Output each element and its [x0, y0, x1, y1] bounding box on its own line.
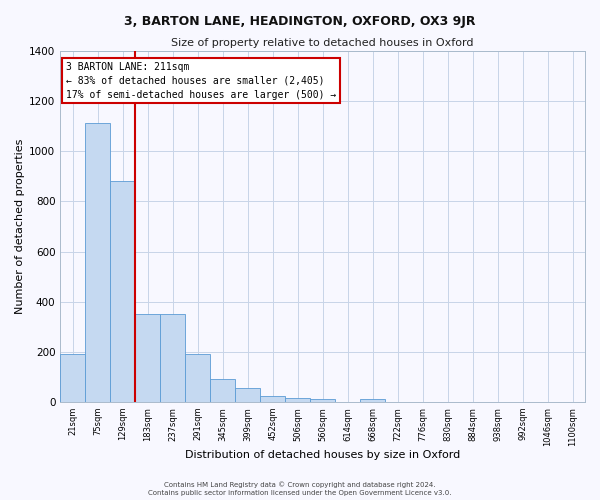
Bar [285, 398, 310, 402]
Y-axis label: Number of detached properties: Number of detached properties [15, 139, 25, 314]
Bar [135, 314, 160, 402]
X-axis label: Distribution of detached houses by size in Oxford: Distribution of detached houses by size … [185, 450, 460, 460]
Text: 3 BARTON LANE: 211sqm
← 83% of detached houses are smaller (2,405)
17% of semi-d: 3 BARTON LANE: 211sqm ← 83% of detached … [65, 62, 336, 100]
Text: 3, BARTON LANE, HEADINGTON, OXFORD, OX3 9JR: 3, BARTON LANE, HEADINGTON, OXFORD, OX3 … [124, 15, 476, 28]
Bar [260, 396, 285, 402]
Title: Size of property relative to detached houses in Oxford: Size of property relative to detached ho… [172, 38, 474, 48]
Bar [185, 354, 210, 402]
Text: Contains public sector information licensed under the Open Government Licence v3: Contains public sector information licen… [148, 490, 452, 496]
Bar [360, 399, 385, 402]
Bar [235, 388, 260, 402]
Bar [85, 123, 110, 402]
Bar [110, 181, 135, 402]
Bar [310, 400, 335, 402]
Bar [210, 378, 235, 402]
Text: Contains HM Land Registry data © Crown copyright and database right 2024.: Contains HM Land Registry data © Crown c… [164, 482, 436, 488]
Bar [160, 314, 185, 402]
Bar [60, 354, 85, 402]
